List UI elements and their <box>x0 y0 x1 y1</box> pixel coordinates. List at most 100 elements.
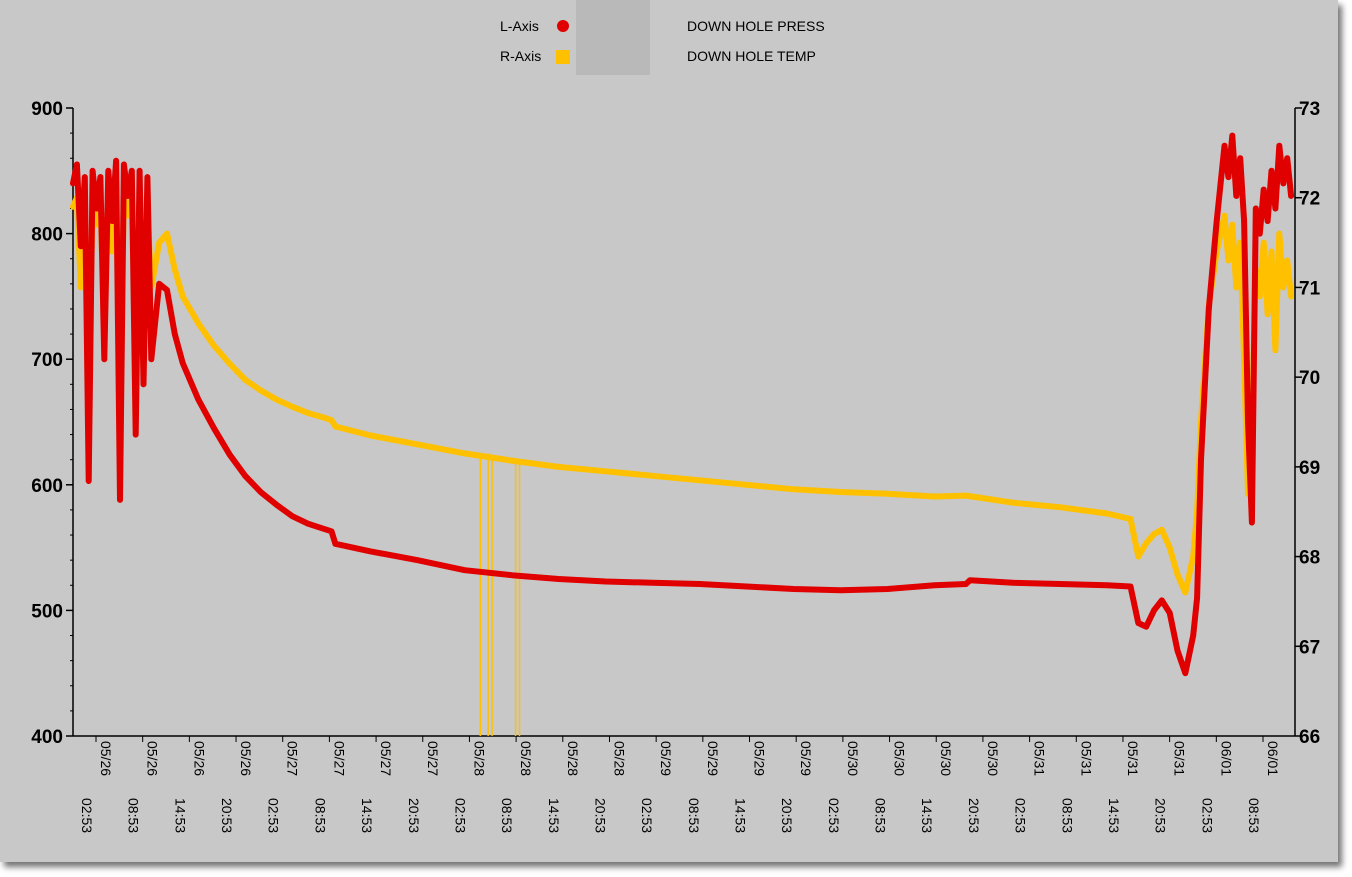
press-data-point <box>963 581 969 587</box>
right-tick-label: 68 <box>1299 548 1320 569</box>
temp-data-point <box>273 396 280 403</box>
temp-data-point <box>1190 553 1196 560</box>
press-data-point <box>1198 456 1204 463</box>
temp-data-point <box>1233 284 1240 291</box>
x-tick-label-date: 05/26 <box>191 741 207 776</box>
press-data-point <box>1057 581 1063 587</box>
legend-redaction-box <box>576 0 650 75</box>
x-tick-label-date: 05/28 <box>518 741 534 776</box>
temp-data-point <box>93 221 100 228</box>
press-data-point <box>1010 579 1016 586</box>
x-tick-label-time: 08:53 <box>686 798 702 833</box>
press-data-point <box>884 586 891 592</box>
temp-series-line <box>70 185 1295 596</box>
temp-data-point <box>743 482 750 488</box>
temp-data-point <box>931 493 938 500</box>
temp-data-point <box>837 489 844 495</box>
temp-data-point <box>1225 257 1232 264</box>
press-data-point <box>97 174 104 180</box>
press-data-point <box>273 502 280 508</box>
right-tick-label: 70 <box>1299 368 1320 389</box>
x-tick-label-time: 14:53 <box>1106 798 1122 833</box>
press-data-point <box>696 581 703 587</box>
press-data-point <box>74 161 80 168</box>
temp-data-point <box>164 230 170 237</box>
press-data-point <box>1284 155 1290 162</box>
temp-data-point <box>1221 212 1228 219</box>
left-tick-label: 800 <box>31 225 63 246</box>
x-tick-label-date: 05/27 <box>425 741 441 776</box>
x-tick-label-time: 20:53 <box>592 798 608 833</box>
press-data-point <box>967 577 973 584</box>
press-data-point <box>105 168 112 174</box>
temp-data-point <box>1143 540 1149 546</box>
press-data-point <box>242 473 249 479</box>
x-tick-label-time: 08:53 <box>1059 798 1075 833</box>
press-data-point <box>81 174 88 180</box>
temp-data-point <box>1288 293 1294 300</box>
press-data-point <box>1174 647 1181 654</box>
x-tick-label-time: 20:53 <box>966 798 982 833</box>
temp-data-point <box>179 293 186 300</box>
temp-data-point <box>1264 311 1271 318</box>
press-data-point <box>555 576 562 582</box>
press-data-point <box>1237 155 1243 162</box>
x-tick-label-date: 05/28 <box>611 741 627 776</box>
temp-data-point <box>790 486 797 493</box>
temp-data-point <box>1174 571 1181 578</box>
x-tick-label-time: 14:53 <box>546 798 562 833</box>
x-tick-label-date: 05/30 <box>845 741 861 776</box>
press-data-point <box>1194 595 1200 601</box>
temp-data-point <box>1166 544 1173 551</box>
press-data-point <box>128 168 135 174</box>
temp-data-point <box>195 320 202 327</box>
press-data-point <box>332 541 339 547</box>
x-tick-label-time: 08:53 <box>873 798 889 833</box>
chart-frame: L-Axis R-Axis DOWN HOLE PRESS DOWN HOLE … <box>0 0 1338 862</box>
press-data-point <box>1143 623 1149 630</box>
x-tick-label-date: 05/27 <box>285 741 301 776</box>
temp-data-point <box>1284 257 1290 264</box>
press-data-point <box>790 586 797 592</box>
temp-data-point <box>289 403 296 410</box>
x-tick-label-time: 02:53 <box>452 798 468 833</box>
x-tick-label-date: 06/01 <box>1265 741 1281 776</box>
temp-data-point <box>1159 526 1165 533</box>
press-data-point <box>121 161 127 168</box>
press-data-point <box>70 180 76 187</box>
x-tick-label-time: 02:53 <box>266 798 282 833</box>
legend-press-marker <box>557 20 569 32</box>
press-data-point <box>1213 218 1220 224</box>
press-data-point <box>461 567 468 574</box>
temp-data-point <box>1260 239 1267 246</box>
x-tick-label-date: 05/27 <box>331 741 347 776</box>
x-tick-label-time: 02:53 <box>639 798 655 833</box>
temp-data-point <box>1268 248 1275 255</box>
x-tick-label-time: 08:53 <box>312 798 328 833</box>
x-tick-label-time: 20:53 <box>1153 798 1169 833</box>
right-tick-label: 72 <box>1299 189 1320 210</box>
press-data-point <box>1264 218 1271 224</box>
x-tick-label-time: 02:53 <box>1199 798 1215 833</box>
press-data-point <box>136 168 143 174</box>
temp-data-point <box>242 377 249 383</box>
temp-data-point <box>109 248 115 255</box>
temp-data-point <box>1256 293 1263 300</box>
temp-data-point <box>649 473 656 479</box>
press-data-point <box>1280 180 1287 187</box>
x-tick-label-time: 02:53 <box>79 798 95 833</box>
press-data-point <box>1225 174 1232 180</box>
press-data-point <box>132 431 139 438</box>
x-tick-label-time: 20:53 <box>779 798 795 833</box>
right-tick-label: 69 <box>1299 458 1320 479</box>
right-tick-label: 67 <box>1299 637 1320 658</box>
temp-data-point <box>1151 531 1157 537</box>
press-data-point <box>211 425 217 432</box>
x-tick-label-time: 08:53 <box>126 798 142 833</box>
temp-data-point <box>1010 499 1016 506</box>
temp-data-point <box>884 490 891 497</box>
press-data-point <box>195 396 202 403</box>
press-data-point <box>144 174 151 180</box>
temp-data-point <box>328 417 335 424</box>
temp-data-point <box>1057 504 1063 511</box>
